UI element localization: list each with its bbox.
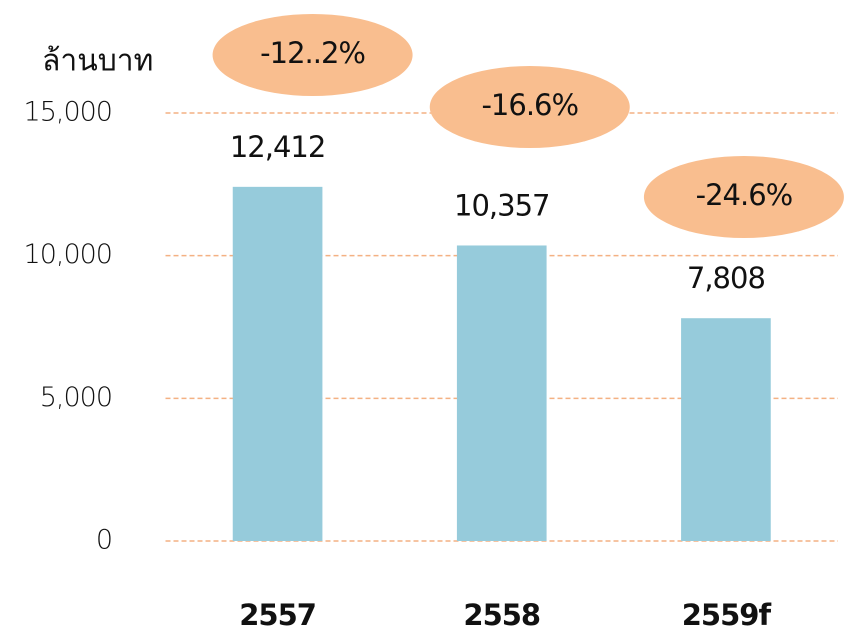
y-tick-label: 15,000 [24, 97, 112, 128]
y-axis-title: ล้านบาท [42, 44, 153, 79]
annotation-bubble [429, 66, 630, 148]
y-tick-label: 5,000 [40, 382, 112, 413]
data-label: 12,412 [230, 130, 325, 164]
annotation-bubble [212, 14, 413, 96]
annotation: -16.6% [481, 88, 578, 122]
bar [232, 186, 323, 541]
y-tick-label: 10,000 [24, 239, 112, 270]
annotation: -24.6% [696, 178, 793, 212]
annotation: -12..2% [260, 36, 365, 70]
data-label: 10,357 [454, 188, 549, 222]
x-tick-label: 2557 [239, 598, 316, 632]
y-tick-label: 0 [96, 525, 112, 556]
x-tick-label: 2559f [682, 598, 772, 632]
data-label: 7,808 [687, 261, 765, 295]
bar [456, 245, 547, 541]
annotation-bubble [643, 156, 844, 238]
x-tick-label: 2558 [463, 598, 540, 632]
bar [681, 318, 771, 541]
